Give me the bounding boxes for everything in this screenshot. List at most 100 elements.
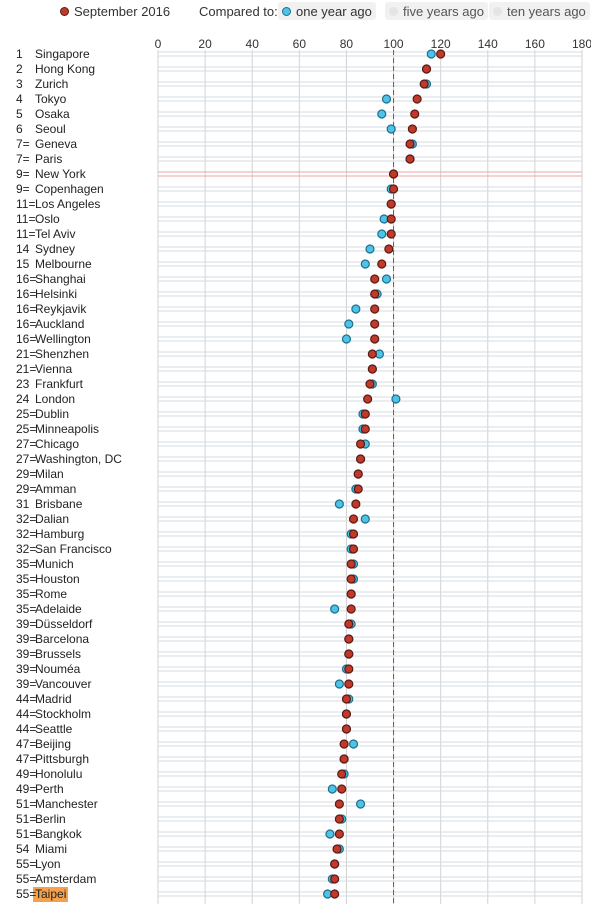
current-point[interactable] [337, 769, 347, 779]
city-label[interactable]: Taipei [35, 887, 66, 901]
current-point[interactable] [344, 664, 354, 674]
current-point[interactable] [341, 694, 352, 704]
city-label[interactable]: Reykjavik [35, 302, 87, 316]
compare-five-years-button[interactable]: five years ago [385, 2, 488, 20]
current-point[interactable] [330, 874, 340, 884]
current-point[interactable] [377, 259, 387, 269]
city-label[interactable]: Beijing [35, 737, 71, 751]
city-label[interactable]: Frankfurt [35, 377, 84, 391]
current-point[interactable] [344, 649, 354, 659]
city-label[interactable]: Singapore [35, 47, 90, 61]
city-label[interactable]: Minneapolis [35, 422, 99, 436]
prior-point[interactable] [377, 229, 387, 239]
current-point[interactable] [346, 604, 356, 614]
current-point[interactable] [412, 94, 422, 104]
current-point[interactable] [334, 799, 344, 809]
prior-point[interactable] [381, 94, 392, 104]
current-point[interactable] [386, 214, 396, 224]
current-point[interactable] [355, 454, 366, 464]
current-point[interactable] [436, 49, 446, 59]
current-point[interactable] [344, 634, 354, 644]
city-label[interactable]: Hamburg [35, 527, 84, 541]
city-label[interactable]: Nouméa [35, 662, 81, 676]
prior-point[interactable] [341, 334, 352, 344]
current-point[interactable] [348, 529, 359, 539]
current-point[interactable] [386, 229, 396, 239]
city-label[interactable]: Tokyo [35, 92, 67, 106]
city-label[interactable]: Berlin [35, 812, 66, 826]
current-point[interactable] [330, 889, 340, 899]
city-label[interactable]: Hong Kong [35, 62, 95, 76]
prior-point[interactable] [360, 259, 370, 269]
city-label[interactable]: Stockholm [35, 707, 91, 721]
city-label[interactable]: Manchester [35, 797, 98, 811]
current-point[interactable] [360, 424, 370, 434]
current-point[interactable] [339, 739, 349, 749]
prior-point[interactable] [351, 304, 361, 314]
city-label[interactable]: Rome [35, 587, 67, 601]
current-point[interactable] [388, 169, 399, 179]
city-label[interactable]: Lyon [35, 857, 61, 871]
city-label[interactable]: Pittsburgh [35, 752, 89, 766]
city-label[interactable]: Chicago [35, 437, 79, 451]
city-label[interactable]: Zurich [35, 77, 68, 91]
city-label[interactable]: Shenzhen [35, 347, 89, 361]
city-label[interactable]: Helsinki [35, 287, 77, 301]
current-point[interactable] [332, 844, 342, 854]
city-label[interactable]: Adelaide [35, 602, 82, 616]
current-point[interactable] [339, 754, 349, 764]
city-label[interactable]: London [35, 392, 75, 406]
city-label[interactable]: Washington, DC [35, 452, 122, 466]
city-label[interactable]: Seoul [35, 122, 66, 136]
prior-point[interactable] [355, 799, 366, 809]
prior-point[interactable] [327, 784, 337, 794]
current-point[interactable] [360, 409, 370, 419]
city-label[interactable]: Munich [35, 557, 74, 571]
city-label[interactable]: Vancouver [35, 677, 91, 691]
city-label[interactable]: San Francisco [35, 542, 112, 556]
city-label[interactable]: Düsseldorf [35, 617, 93, 631]
current-point[interactable] [405, 139, 415, 149]
current-point[interactable] [388, 184, 399, 194]
current-point[interactable] [407, 124, 417, 134]
prior-point[interactable] [334, 499, 344, 509]
city-label[interactable]: Shanghai [35, 272, 86, 286]
city-label[interactable]: Tel Aviv [35, 227, 75, 241]
city-label[interactable]: Melbourne [35, 257, 92, 271]
city-label[interactable]: Brussels [35, 647, 81, 661]
current-point[interactable] [367, 364, 377, 374]
prior-point[interactable] [365, 244, 375, 254]
current-point[interactable] [370, 319, 380, 329]
city-label[interactable]: Perth [35, 782, 64, 796]
city-label[interactable]: Milan [35, 467, 64, 481]
prior-point[interactable] [325, 829, 335, 839]
city-label[interactable]: Auckland [35, 317, 84, 331]
city-label[interactable]: Barcelona [35, 632, 89, 646]
current-point[interactable] [365, 379, 375, 389]
city-label[interactable]: Dublin [35, 407, 69, 421]
current-point[interactable] [346, 574, 356, 584]
current-point[interactable] [410, 109, 420, 119]
city-label[interactable]: Amman [35, 482, 76, 496]
current-point[interactable] [363, 394, 373, 404]
city-label[interactable]: Copenhagen [35, 182, 104, 196]
current-point[interactable] [330, 859, 340, 869]
prior-point[interactable] [360, 514, 370, 524]
city-label[interactable]: Houston [35, 572, 80, 586]
current-point[interactable] [370, 304, 380, 314]
current-point[interactable] [341, 709, 352, 719]
city-label[interactable]: Oslo [35, 212, 60, 226]
current-point[interactable] [370, 289, 380, 299]
city-label[interactable]: Madrid [35, 692, 72, 706]
current-point[interactable] [334, 829, 344, 839]
current-point[interactable] [384, 244, 394, 254]
current-point[interactable] [370, 274, 380, 284]
city-label[interactable]: Los Angeles [35, 197, 100, 211]
city-label[interactable]: New York [35, 167, 87, 181]
prior-point[interactable] [334, 679, 344, 689]
current-point[interactable] [344, 619, 354, 629]
current-point[interactable] [346, 589, 356, 599]
city-label[interactable]: Wellington [35, 332, 91, 346]
current-point[interactable] [386, 199, 396, 209]
prior-point[interactable] [391, 394, 401, 404]
